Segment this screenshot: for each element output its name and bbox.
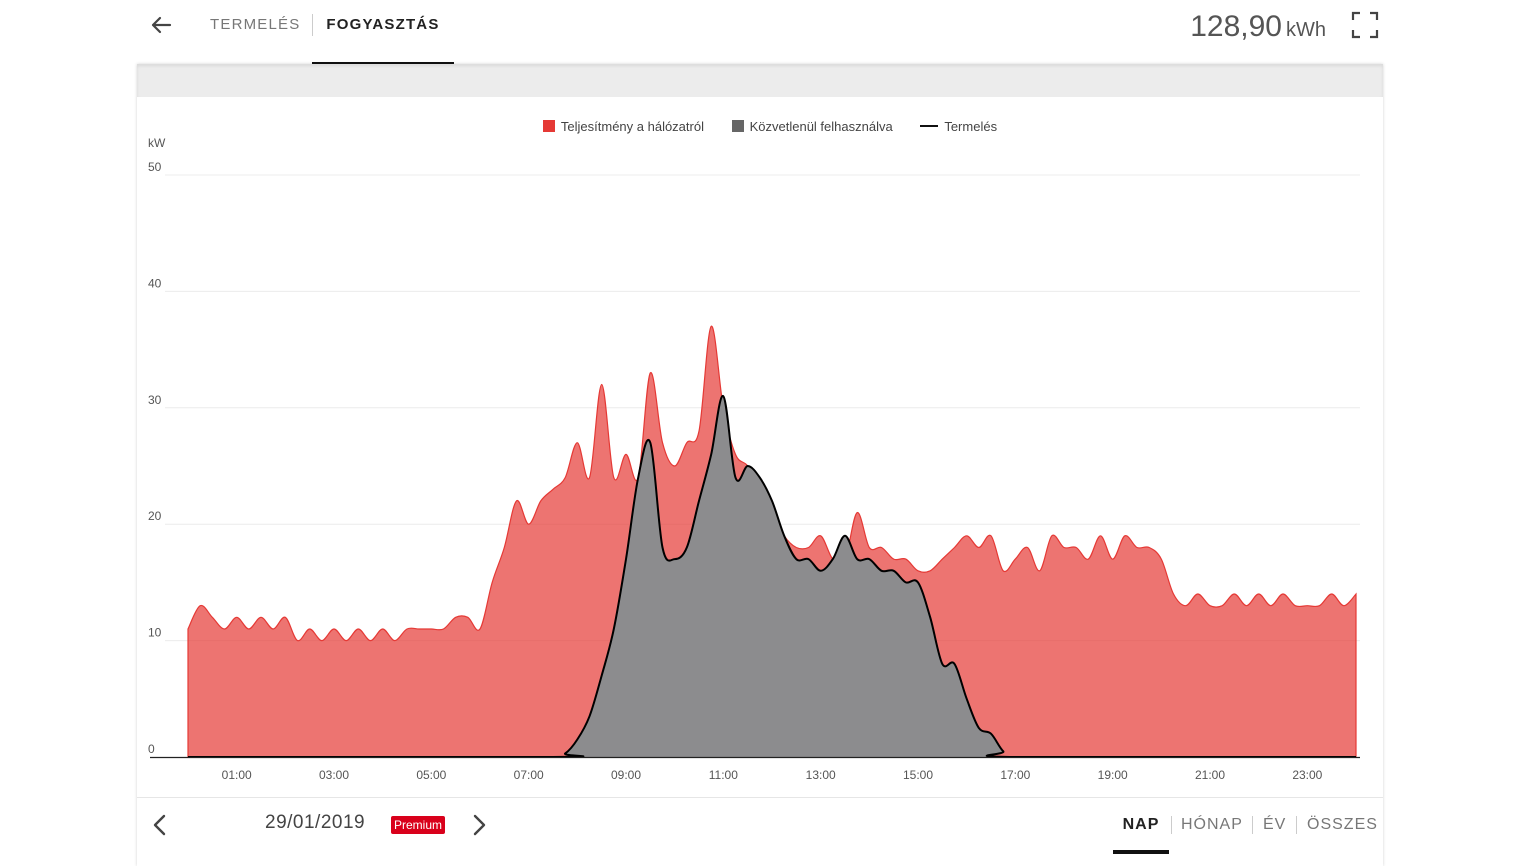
y-tick-label: 40 (148, 276, 162, 290)
x-tick-label: 11:00 (709, 768, 738, 782)
y-tick-label: 50 (148, 160, 162, 174)
x-tick-label: 07:00 (514, 768, 544, 782)
x-tick-label: 03:00 (319, 768, 349, 782)
total-energy-value: 128,90 (1190, 10, 1282, 43)
legend-label-direct: Közvetlenül felhasználva (749, 119, 893, 135)
period-tab-all[interactable]: ÖSSZES (1307, 816, 1378, 833)
y-tick-label: 10 (148, 626, 162, 640)
x-tick-label: 17:00 (1000, 768, 1030, 782)
legend-item-production[interactable]: Termelés (920, 119, 997, 134)
legend-swatch-grid (542, 120, 555, 133)
tab-production[interactable]: TERMELÉS (210, 16, 301, 33)
header-shadow-strip (137, 64, 1383, 97)
y-tick-label: 0 (148, 742, 155, 756)
x-tick-label: 15:00 (903, 768, 933, 782)
period-divider (1252, 816, 1253, 834)
x-tick-label: 21:00 (1195, 768, 1225, 782)
period-tab-month[interactable]: HÓNAP (1181, 816, 1243, 833)
x-tick-label: 01:00 (222, 768, 252, 782)
y-tick-label: 20 (148, 509, 162, 523)
total-energy: 128,90 kWh (1190, 4, 1326, 50)
chart-legend: Teljesítmény a hálózatról Közvetlenül fe… (0, 118, 1540, 134)
x-tick-label: 19:00 (1098, 768, 1128, 782)
premium-badge: Premium (391, 816, 446, 834)
chevron-right-icon[interactable] (466, 812, 492, 838)
back-arrow-icon[interactable] (146, 10, 176, 40)
x-tick-label: 23:00 (1292, 768, 1322, 782)
period-divider (1171, 816, 1172, 834)
series-direct-area (188, 395, 1356, 757)
x-axis-labels: 01:00 03:00 05:00 07:00 09:00 11:00 13:00 15:00… (222, 768, 1323, 782)
period-tab-year[interactable]: ÉV (1263, 816, 1287, 833)
chevron-left-icon[interactable] (148, 812, 174, 838)
period-divider (1296, 816, 1297, 834)
footer-divider (137, 797, 1383, 798)
legend-label-production: Termelés (944, 119, 998, 135)
y-tick-label: 30 (148, 393, 162, 407)
y-axis-labels: 0 10 20 30 40 50 (148, 160, 162, 756)
series-production-line (188, 395, 1356, 759)
legend-item-grid[interactable]: Teljesítmény a hálózatról (542, 119, 704, 135)
period-tab-day[interactable]: NAP (1113, 806, 1169, 854)
legend-label-grid: Teljesítmény a hálózatról (560, 119, 704, 135)
date-label[interactable]: 29/01/2019 (265, 812, 366, 833)
tab-divider (312, 14, 313, 36)
y-axis-unit: kW (148, 136, 166, 150)
legend-item-direct[interactable]: Közvetlenül felhasználva (731, 119, 893, 135)
x-tick-label: 09:00 (611, 768, 641, 782)
legend-swatch-production (920, 125, 939, 128)
x-tick-label: 13:00 (806, 768, 836, 782)
fullscreen-icon[interactable] (1350, 10, 1380, 40)
legend-swatch-direct (731, 120, 744, 133)
x-tick-label: 05:00 (416, 768, 446, 782)
total-energy-unit: kWh (1286, 19, 1326, 41)
